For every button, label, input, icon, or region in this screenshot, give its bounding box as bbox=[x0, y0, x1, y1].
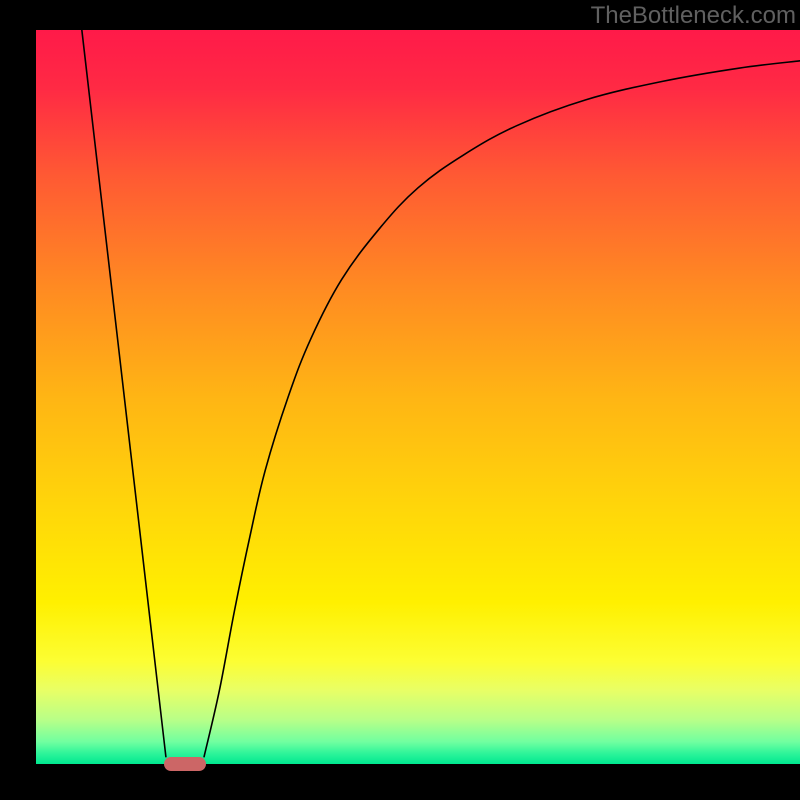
chart-container: { "canvas": { "width": 800, "height": 80… bbox=[0, 0, 800, 800]
attribution-label: TheBottleneck.com bbox=[591, 2, 796, 29]
left-line bbox=[82, 30, 166, 757]
plot-area bbox=[36, 30, 800, 764]
bottleneck-curves bbox=[36, 30, 800, 764]
optimal-range-marker bbox=[164, 757, 206, 771]
attribution-text: TheBottleneck.com bbox=[591, 0, 800, 30]
right-curve bbox=[204, 61, 800, 757]
